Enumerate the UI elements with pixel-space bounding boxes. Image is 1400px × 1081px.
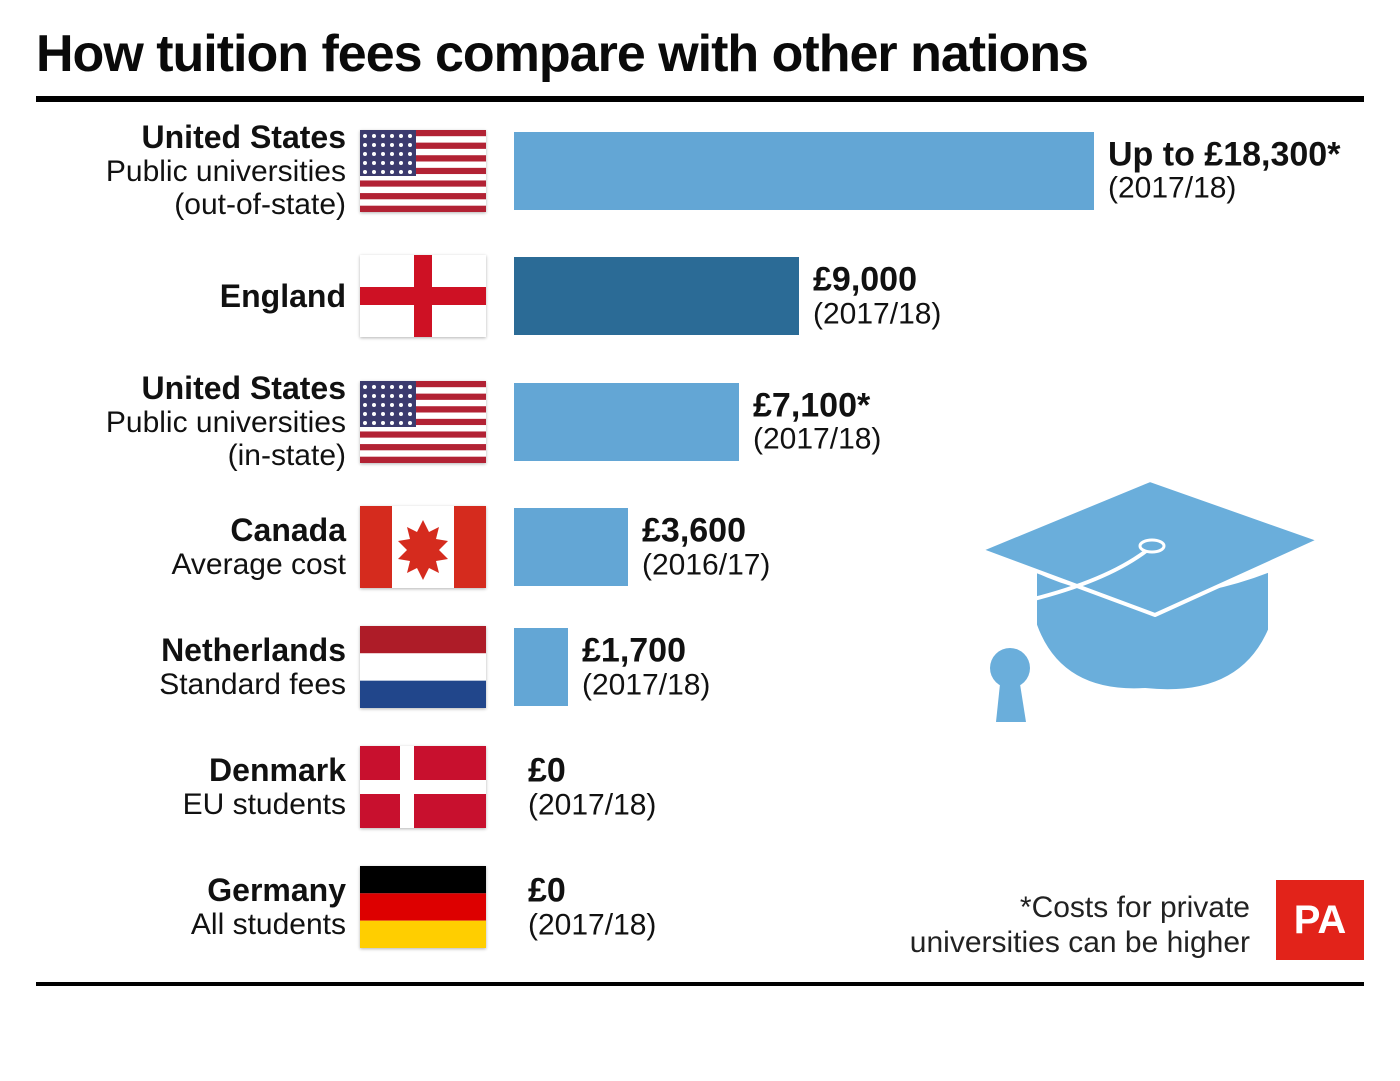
footnote: *Costs for private universities can be h…	[910, 891, 1250, 960]
value-label: £1,700 (2017/18)	[582, 634, 710, 701]
row-label: England	[36, 279, 346, 314]
row-label: United States Public universities(out-of…	[36, 120, 346, 221]
bar	[514, 628, 568, 706]
flag-icon	[360, 626, 486, 708]
year: (2017/18)	[582, 669, 710, 701]
row-label: Canada Average cost	[36, 513, 346, 581]
row-subtext: (out-of-state)	[36, 188, 346, 221]
year: (2017/18)	[813, 298, 941, 330]
amount: £1,700	[582, 634, 710, 670]
bar	[514, 383, 739, 461]
amount: £3,600	[642, 514, 770, 550]
country-name: Netherlands	[36, 633, 346, 668]
bar-wrap: Up to £18,300* (2017/18)	[514, 130, 1364, 212]
chart-title: How tuition fees compare with other nati…	[36, 24, 1364, 92]
year: (2017/18)	[1108, 173, 1340, 205]
graduation-cap-icon	[940, 440, 1330, 740]
year: (2017/18)	[528, 789, 656, 821]
year: (2017/18)	[753, 424, 881, 456]
amount: Up to £18,300*	[1108, 137, 1340, 173]
flag-icon	[360, 381, 486, 463]
flag-icon	[360, 255, 486, 337]
country-name: United States	[36, 120, 346, 155]
row-subtext: Standard fees	[36, 668, 346, 701]
value-label: £0 (2017/18)	[528, 874, 656, 941]
bar	[514, 508, 628, 586]
row-label: Netherlands Standard fees	[36, 633, 346, 701]
row-subtext: EU students	[36, 788, 346, 821]
value-label: £0 (2017/18)	[528, 754, 656, 821]
rule-bottom	[36, 982, 1364, 986]
row-subtext: Public universities	[36, 155, 346, 188]
country-name: England	[36, 279, 346, 314]
value-label: £3,600 (2016/17)	[642, 514, 770, 581]
flag-icon	[360, 506, 486, 588]
row-subtext: Public universities	[36, 406, 346, 439]
value-label: £9,000 (2017/18)	[813, 263, 941, 330]
rule-top	[36, 96, 1364, 102]
row-subtext: All students	[36, 908, 346, 941]
amount: £0	[528, 754, 656, 790]
row-label: Germany All students	[36, 873, 346, 941]
infographic: How tuition fees compare with other nati…	[0, 0, 1400, 996]
year: (2016/17)	[642, 549, 770, 581]
flag-icon	[360, 746, 486, 828]
row-subtext: (in-state)	[36, 439, 346, 472]
bar	[514, 132, 1094, 210]
flag-icon	[360, 130, 486, 212]
country-name: United States	[36, 371, 346, 406]
amount: £9,000	[813, 263, 941, 299]
country-name: Germany	[36, 873, 346, 908]
value-label: £7,100* (2017/18)	[753, 388, 881, 455]
bar	[514, 257, 799, 335]
chart-row: United States Public universities(out-of…	[36, 120, 1364, 221]
row-subtext: Average cost	[36, 548, 346, 581]
bar-wrap: £9,000 (2017/18)	[514, 255, 1364, 337]
chart-row: Denmark EU students £0 (2017/18)	[36, 742, 1364, 832]
year: (2017/18)	[528, 909, 656, 941]
footnote-line2: universities can be higher	[910, 926, 1250, 959]
footnote-line1: *Costs for private	[1020, 891, 1250, 924]
chart-row: England £9,000 (2017/18)	[36, 251, 1364, 341]
row-label: Denmark EU students	[36, 753, 346, 821]
flag-icon	[360, 866, 486, 948]
source-badge: PA	[1276, 880, 1364, 960]
amount: £7,100*	[753, 388, 881, 424]
country-name: Denmark	[36, 753, 346, 788]
value-label: Up to £18,300* (2017/18)	[1108, 137, 1340, 204]
bar-wrap: £0 (2017/18)	[514, 746, 1364, 828]
amount: £0	[528, 874, 656, 910]
country-name: Canada	[36, 513, 346, 548]
row-label: United States Public universities(in-sta…	[36, 371, 346, 472]
